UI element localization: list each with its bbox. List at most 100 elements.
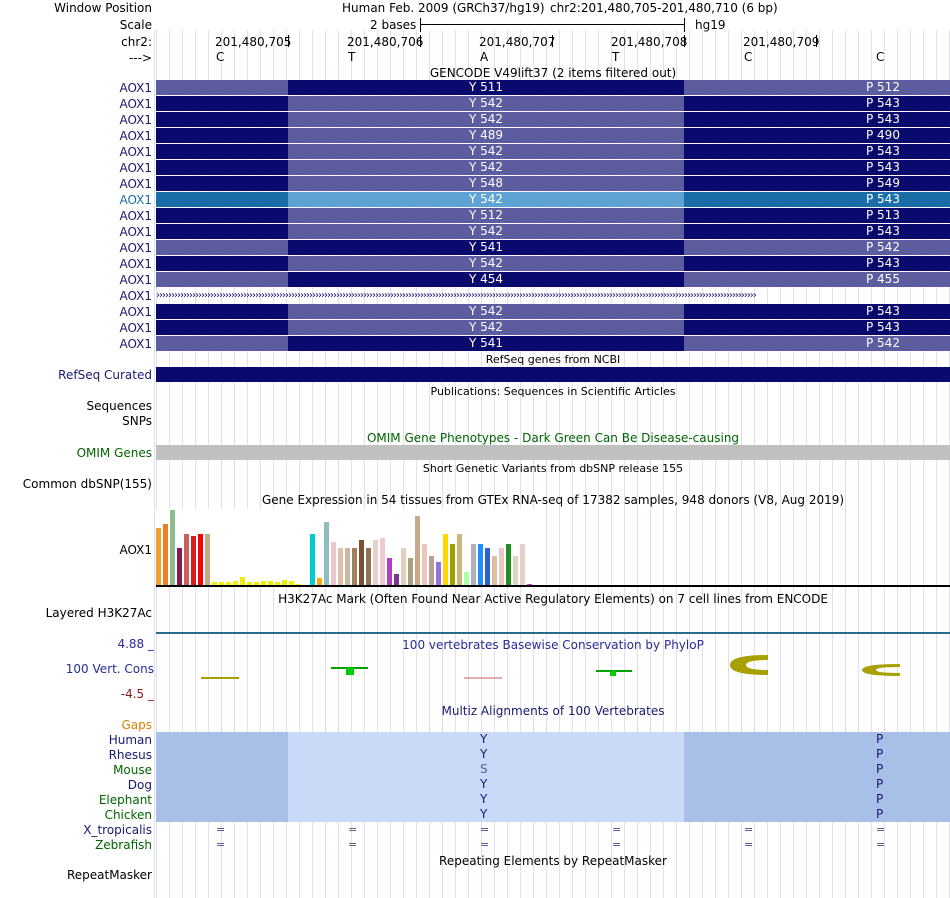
gtex-tissue-bar[interactable] — [352, 548, 357, 586]
gencode-transcript-row[interactable]: Y 542 P 543 — [156, 160, 950, 175]
multiz-species-row[interactable]: = = = = = = — [156, 822, 950, 837]
gtex-label[interactable]: AOX1 — [119, 543, 152, 557]
gencode-transcript-row[interactable]: ››››››››››››››››››››››››››››››››››››››››… — [156, 288, 950, 303]
gencode-transcript-row[interactable]: Y 542 P 543 — [156, 96, 950, 111]
gencode-row-label[interactable]: AOX1 — [119, 321, 152, 335]
gtex-tissue-bar[interactable] — [177, 548, 182, 586]
gtex-tissue-bar[interactable] — [443, 534, 448, 586]
gtex-tissue-bar[interactable] — [415, 516, 420, 586]
gtex-tissue-bar[interactable] — [520, 544, 525, 586]
gtex-tissue-bar[interactable] — [226, 582, 231, 586]
gtex-tissue-bar[interactable] — [205, 534, 210, 586]
repeatmasker-track-title[interactable]: Repeating Elements by RepeatMasker — [439, 854, 667, 868]
publications-track-title[interactable]: Publications: Sequences in Scientific Ar… — [430, 385, 676, 398]
gencode-transcript-row[interactable]: Y 542 P 543 — [156, 224, 950, 239]
gtex-tissue-bar[interactable] — [170, 510, 175, 586]
gtex-tissue-bar[interactable] — [513, 556, 518, 586]
gtex-bar-chart[interactable] — [156, 509, 536, 586]
gencode-transcript-row[interactable]: Y 541 P 542 — [156, 336, 950, 351]
gtex-tissue-bar[interactable] — [471, 544, 476, 586]
refseq-label[interactable]: RefSeq Curated — [58, 368, 152, 382]
gencode-transcript-row[interactable]: Y 548 P 549 — [156, 176, 950, 191]
gtex-tissue-bar[interactable] — [345, 548, 350, 586]
gtex-tissue-bar[interactable] — [331, 542, 336, 586]
gtex-track-title[interactable]: Gene Expression in 54 tissues from GTEx … — [261, 493, 845, 507]
multiz-species-label[interactable]: Mouse — [113, 763, 152, 777]
gtex-tissue-bar[interactable] — [436, 562, 441, 586]
gencode-row-label[interactable]: AOX1 — [119, 305, 152, 319]
gtex-tissue-bar[interactable] — [464, 572, 469, 586]
gtex-tissue-bar[interactable] — [506, 544, 511, 586]
gtex-tissue-bar[interactable] — [240, 577, 245, 586]
gtex-tissue-bar[interactable] — [359, 540, 364, 586]
gencode-row-label[interactable]: AOX1 — [119, 113, 152, 127]
gencode-transcript-row[interactable]: Y 542 P 543 — [156, 320, 950, 335]
gencode-row-label[interactable]: AOX1 — [119, 209, 152, 223]
omim-track-title[interactable]: OMIM Gene Phenotypes - Dark Green Can Be… — [366, 431, 740, 445]
multiz-species-label[interactable]: Dog — [127, 778, 152, 792]
multiz-species-label[interactable]: X_tropicalis — [83, 823, 152, 837]
gtex-tissue-bar[interactable] — [492, 556, 497, 586]
gtex-tissue-bar[interactable] — [422, 544, 427, 586]
gtex-tissue-bar[interactable] — [156, 528, 161, 586]
gencode-row-label[interactable]: AOX1 — [119, 161, 152, 175]
gtex-tissue-bar[interactable] — [198, 534, 203, 586]
gtex-tissue-bar[interactable] — [289, 581, 294, 586]
gtex-tissue-bar[interactable] — [485, 548, 490, 586]
gencode-row-label[interactable]: AOX1 — [119, 257, 152, 271]
gencode-transcript-row[interactable]: Y 512 P 513 — [156, 208, 950, 223]
gtex-tissue-bar[interactable] — [499, 548, 504, 586]
position-display[interactable]: chr2:201,480,705-201,480,710 (6 bp) — [550, 1, 778, 15]
gtex-tissue-bar[interactable] — [387, 558, 392, 586]
phylop-track-title[interactable]: 100 vertebrates Basewise Conservation by… — [402, 638, 704, 652]
h3k27ac-label[interactable]: Layered H3K27Ac — [45, 606, 152, 620]
gencode-row-label[interactable]: AOX1 — [119, 97, 152, 111]
gtex-tissue-bar[interactable] — [184, 534, 189, 586]
refseq-track-title[interactable]: RefSeq genes from NCBI — [485, 353, 621, 366]
gencode-row-label[interactable]: AOX1 — [119, 337, 152, 351]
refseq-gene-bar[interactable] — [156, 367, 950, 382]
gencode-row-label[interactable]: AOX1 — [119, 145, 152, 159]
gtex-tissue-bar[interactable] — [317, 578, 322, 586]
gencode-transcript-row[interactable]: Y 511 P 512 — [156, 80, 950, 95]
gencode-row-label[interactable]: AOX1 — [119, 225, 152, 239]
gencode-row-label[interactable]: AOX1 — [119, 273, 152, 287]
gencode-transcript-row[interactable]: Y 542 P 543 — [156, 256, 950, 271]
gtex-tissue-bar[interactable] — [233, 581, 238, 586]
gtex-tissue-bar[interactable] — [247, 582, 252, 586]
gtex-tissue-bar[interactable] — [394, 574, 399, 586]
gtex-tissue-bar[interactable] — [268, 581, 273, 586]
gtex-tissue-bar[interactable] — [373, 540, 378, 586]
multiz-species-label[interactable]: Chicken — [104, 808, 152, 822]
gtex-tissue-bar[interactable] — [429, 556, 434, 586]
repeatmasker-label[interactable]: RepeatMasker — [66, 868, 152, 882]
multiz-track-title[interactable]: Multiz Alignments of 100 Vertebrates — [441, 704, 665, 718]
gtex-tissue-bar[interactable] — [478, 544, 483, 586]
gtex-tissue-bar[interactable] — [366, 548, 371, 586]
multiz-species-label[interactable]: Elephant — [98, 793, 152, 807]
publications-snps-label[interactable]: SNPs — [122, 414, 152, 428]
gencode-transcript-row[interactable]: Y 541 P 542 — [156, 240, 950, 255]
dbsnp-track-title[interactable]: Short Genetic Variants from dbSNP releas… — [422, 462, 684, 475]
multiz-species-label[interactable]: Human — [108, 733, 152, 747]
multiz-gaps-label[interactable]: Gaps — [121, 718, 152, 732]
gencode-transcript-row[interactable]: Y 454 P 455 — [156, 272, 950, 287]
gencode-row-label[interactable]: AOX1 — [119, 289, 152, 303]
gtex-tissue-bar[interactable] — [310, 534, 315, 586]
gtex-tissue-bar[interactable] — [324, 522, 329, 586]
h3k27ac-track-title[interactable]: H3K27Ac Mark (Often Found Near Active Re… — [278, 592, 828, 606]
gtex-tissue-bar[interactable] — [191, 536, 196, 586]
gtex-tissue-bar[interactable] — [401, 548, 406, 586]
gtex-tissue-bar[interactable] — [254, 582, 259, 586]
dbsnp-label[interactable]: Common dbSNP(155) — [22, 477, 152, 491]
gtex-tissue-bar[interactable] — [380, 538, 385, 586]
gencode-row-label[interactable]: AOX1 — [119, 241, 152, 255]
multiz-species-row[interactable]: = = = = = = — [156, 837, 950, 852]
gtex-tissue-bar[interactable] — [450, 544, 455, 586]
multiz-species-label[interactable]: Zebrafish — [95, 838, 152, 852]
